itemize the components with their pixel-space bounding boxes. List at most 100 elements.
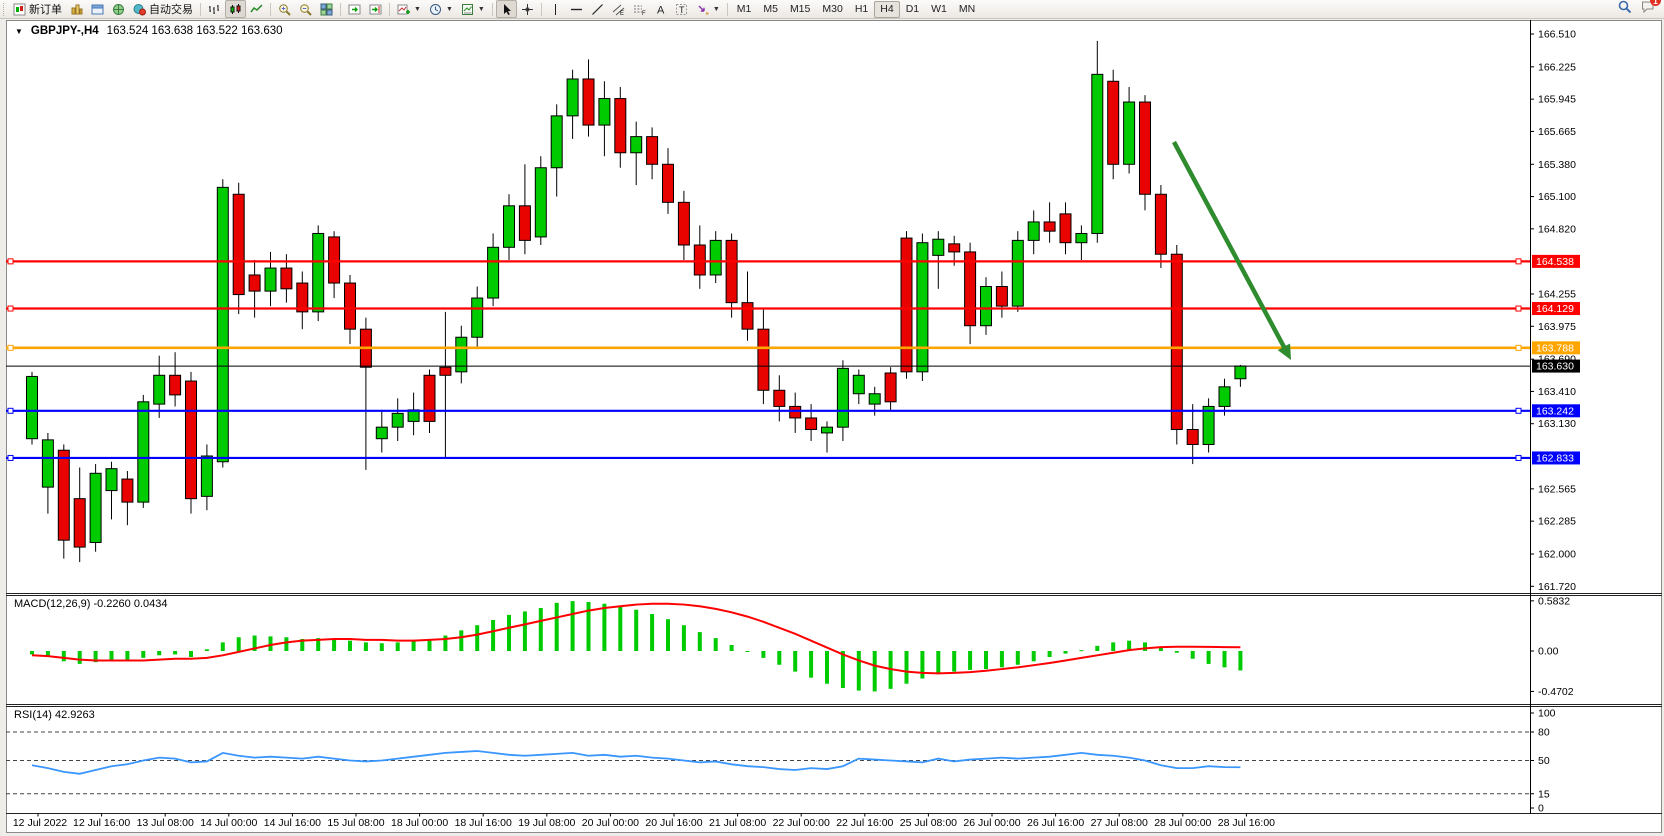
toolbar-grip: [3, 2, 6, 16]
svg-text:162.565: 162.565: [1538, 483, 1576, 495]
axis-label-pivot-163788: 163.788: [1532, 341, 1580, 355]
time-axis: 12 Jul 2022 12 Jul 16:00 13 Jul 08:00 14 Ju…: [13, 813, 1275, 829]
toolbar-button-line-chart-mode[interactable]: [246, 0, 267, 18]
toolbar-button-auto-scroll[interactable]: [344, 0, 365, 18]
toolbar-button-charts-toggle[interactable]: [66, 0, 87, 18]
svg-text:165.945: 165.945: [1538, 94, 1576, 106]
tf-H4[interactable]: H4: [874, 0, 900, 18]
toolbar-button-zoom-out[interactable]: [295, 0, 316, 18]
search-button[interactable]: [1618, 0, 1632, 18]
toolbar-button-signals[interactable]: [108, 0, 129, 18]
toolbar-button-indicators[interactable]: ▼: [393, 0, 425, 18]
toolbar-button-arrow-objects[interactable]: ▼: [692, 0, 724, 18]
hline-resistance-164538[interactable]: [6, 258, 1530, 265]
tf-W1[interactable]: W1: [931, 3, 947, 15]
toolbar-button-crosshair[interactable]: [517, 0, 538, 18]
toolbar-button-vertical-line[interactable]: [545, 0, 566, 18]
tf-D1[interactable]: D1: [905, 3, 920, 15]
ohlc-readout: 163.524 163.638 163.522 163.630: [106, 25, 283, 37]
svg-text:162.285: 162.285: [1538, 516, 1576, 528]
toolbar-button-auto-trading[interactable]: 自动交易: [129, 0, 197, 18]
toolbar-button-fibonacci[interactable]: F: [629, 0, 650, 18]
indicator-add-icon: [397, 4, 410, 14]
toolbar-button-templates[interactable]: ▼: [457, 0, 489, 18]
tf-M30[interactable]: M30: [822, 3, 843, 15]
chevron-down-icon[interactable]: ▼: [445, 5, 453, 13]
toolbar-button-new-order[interactable]: 新订单: [9, 0, 66, 18]
toolbar-button-market-watch[interactable]: [87, 0, 108, 18]
tf-H1[interactable]: H1: [854, 3, 869, 15]
tf-MN[interactable]: MN: [958, 3, 976, 15]
candlesticks: [26, 40, 1247, 563]
svg-text:164.538: 164.538: [1536, 256, 1574, 268]
chevron-down-icon[interactable]: ▼: [712, 5, 720, 13]
toolbar-button-zoom-in[interactable]: [274, 0, 295, 18]
chevron-down-icon[interactable]: ▼: [477, 5, 485, 13]
svg-text:80: 80: [1538, 727, 1550, 739]
shift-icon: [369, 4, 382, 14]
autoscroll-icon: [348, 4, 361, 14]
svg-text:0: 0: [1538, 803, 1544, 815]
hline-resistance-164129[interactable]: [6, 305, 1530, 312]
toolbar-button-horizontal-line[interactable]: [566, 0, 587, 18]
svg-text:164.129: 164.129: [1536, 303, 1574, 315]
toolbar-button-chart-shift[interactable]: [365, 0, 386, 18]
toolbar-button-trendline[interactable]: [587, 0, 608, 18]
channel-icon: E: [612, 4, 625, 16]
toolbar-button-equidistant-channel[interactable]: E: [608, 0, 629, 18]
toolbar-button-periods[interactable]: ▼: [425, 0, 457, 18]
svg-text:25 Jul 08:00: 25 Jul 08:00: [900, 817, 957, 829]
svg-text:12 Jul 2022: 12 Jul 2022: [13, 817, 67, 829]
tf-M1[interactable]: M1: [736, 3, 752, 15]
hline-support-163242[interactable]: [6, 407, 1530, 414]
chart-canvas[interactable]: 166.510 166.225 165.945 165.665 165.380 165.1…: [6, 20, 1662, 833]
window-icon: [91, 4, 104, 14]
toolbar-button-tile-windows[interactable]: [316, 0, 337, 18]
tile-icon: [320, 3, 333, 15]
arrow-objects-icon: [698, 5, 709, 15]
svg-text:166.510: 166.510: [1538, 29, 1576, 41]
svg-text:163.788: 163.788: [1536, 342, 1574, 354]
toolbar-button-bar-chart-mode[interactable]: [204, 0, 225, 18]
pane-borders: [6, 20, 1662, 814]
svg-text:0.00: 0.00: [1538, 646, 1559, 658]
toolbar-separator: [270, 2, 271, 16]
trend-arrow[interactable]: [1172, 140, 1291, 360]
svg-text:50: 50: [1538, 755, 1550, 767]
gold-chart-icon: [71, 4, 83, 14]
toolbar-button-text-label[interactable]: T: [671, 0, 692, 18]
symbol-period-label: GBPJPY-,H4: [30, 25, 99, 37]
indicator-axes: 0.5832 0.00 -0.4702 100 80 50 15 0: [1530, 595, 1574, 815]
tf-M5[interactable]: M5: [763, 3, 778, 15]
svg-text:163.410: 163.410: [1538, 386, 1576, 398]
axis-label-support-162833: 162.833: [1532, 451, 1580, 465]
svg-text:21 Jul 08:00: 21 Jul 08:00: [709, 817, 766, 829]
toolbar-right: 1: [1618, 0, 1662, 18]
hline-support-162833[interactable]: [6, 454, 1530, 461]
template-icon: [461, 3, 473, 15]
hline-pivot-163788[interactable]: [6, 344, 1530, 351]
axis-label-resistance-164538: 164.538: [1532, 254, 1580, 268]
toolbar-button-cursor[interactable]: [495, 0, 517, 18]
collapse-icon[interactable]: ▼: [15, 26, 23, 36]
hline-icon: [570, 8, 582, 10]
zoom-out-icon: [300, 3, 312, 16]
toolbar-separator: [726, 2, 728, 16]
crosshair-icon: [521, 3, 533, 15]
chart-title: ▼ GBPJPY-,H4 163.524 163.638 163.522 163…: [15, 25, 283, 37]
svg-text:F: F: [642, 11, 646, 16]
svg-text:22 Jul 16:00: 22 Jul 16:00: [836, 817, 893, 829]
bars-icon: [209, 4, 219, 14]
toolbar-button-candlestick-mode[interactable]: [225, 0, 246, 18]
notifications-button[interactable]: 1: [1641, 0, 1661, 18]
svg-text:A: A: [657, 4, 665, 16]
svg-text:166.225: 166.225: [1538, 61, 1576, 73]
toolbar-separator: [340, 2, 341, 16]
svg-text:162.000: 162.000: [1538, 549, 1576, 561]
chart-window[interactable]: 166.510 166.225 165.945 165.665 165.380 165.1…: [6, 20, 1662, 833]
axis-label-resistance-164129: 164.129: [1532, 302, 1580, 316]
chevron-down-icon[interactable]: ▼: [414, 5, 421, 13]
toolbar-button-text[interactable]: A: [650, 0, 671, 18]
svg-text:12 Jul 16:00: 12 Jul 16:00: [73, 817, 130, 829]
tf-M15[interactable]: M15: [789, 3, 811, 15]
